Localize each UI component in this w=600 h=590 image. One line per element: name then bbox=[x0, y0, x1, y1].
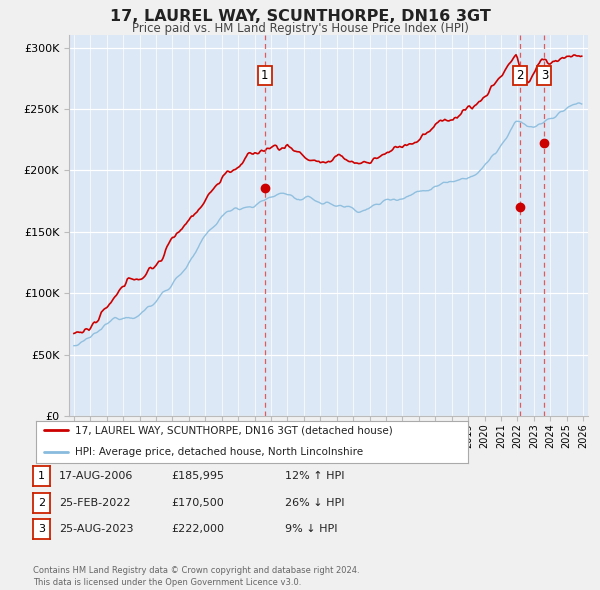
Text: 25-FEB-2022: 25-FEB-2022 bbox=[59, 498, 130, 507]
Text: Price paid vs. HM Land Registry's House Price Index (HPI): Price paid vs. HM Land Registry's House … bbox=[131, 22, 469, 35]
Text: 1: 1 bbox=[261, 69, 269, 82]
Text: 2: 2 bbox=[38, 498, 45, 507]
Text: Contains HM Land Registry data © Crown copyright and database right 2024.
This d: Contains HM Land Registry data © Crown c… bbox=[33, 566, 359, 587]
Text: 25-AUG-2023: 25-AUG-2023 bbox=[59, 525, 133, 534]
Text: 9% ↓ HPI: 9% ↓ HPI bbox=[285, 525, 337, 534]
Text: 17, LAUREL WAY, SCUNTHORPE, DN16 3GT: 17, LAUREL WAY, SCUNTHORPE, DN16 3GT bbox=[110, 9, 490, 24]
Text: £170,500: £170,500 bbox=[171, 498, 224, 507]
Text: 3: 3 bbox=[38, 525, 45, 534]
Text: 2: 2 bbox=[516, 69, 524, 82]
Text: 17-AUG-2006: 17-AUG-2006 bbox=[59, 471, 133, 481]
Text: £222,000: £222,000 bbox=[171, 525, 224, 534]
Text: 17, LAUREL WAY, SCUNTHORPE, DN16 3GT (detached house): 17, LAUREL WAY, SCUNTHORPE, DN16 3GT (de… bbox=[75, 425, 392, 435]
Text: 26% ↓ HPI: 26% ↓ HPI bbox=[285, 498, 344, 507]
Text: 12% ↑ HPI: 12% ↑ HPI bbox=[285, 471, 344, 481]
Text: HPI: Average price, detached house, North Lincolnshire: HPI: Average price, detached house, Nort… bbox=[75, 447, 363, 457]
Text: 1: 1 bbox=[38, 471, 45, 481]
Text: 3: 3 bbox=[541, 69, 548, 82]
Text: £185,995: £185,995 bbox=[171, 471, 224, 481]
